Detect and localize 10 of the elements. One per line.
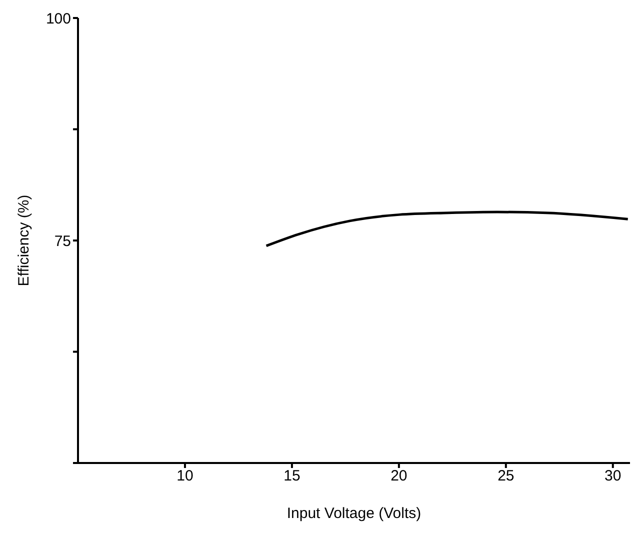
x-tick-label: 30 (604, 468, 622, 485)
x-tick-label: 20 (390, 468, 408, 485)
y-axis-title: Efficiency (%) (15, 194, 32, 286)
x-axis-title: Input Voltage (Volts) (286, 505, 422, 522)
y-tick-label: 75 (54, 232, 71, 250)
x-tick-label: 15 (284, 468, 300, 485)
line-series (265, 210, 630, 248)
y-tick-label: 100 (46, 10, 71, 28)
x-tick-label: 10 (176, 468, 194, 485)
x-tick-label: 25 (498, 468, 514, 485)
